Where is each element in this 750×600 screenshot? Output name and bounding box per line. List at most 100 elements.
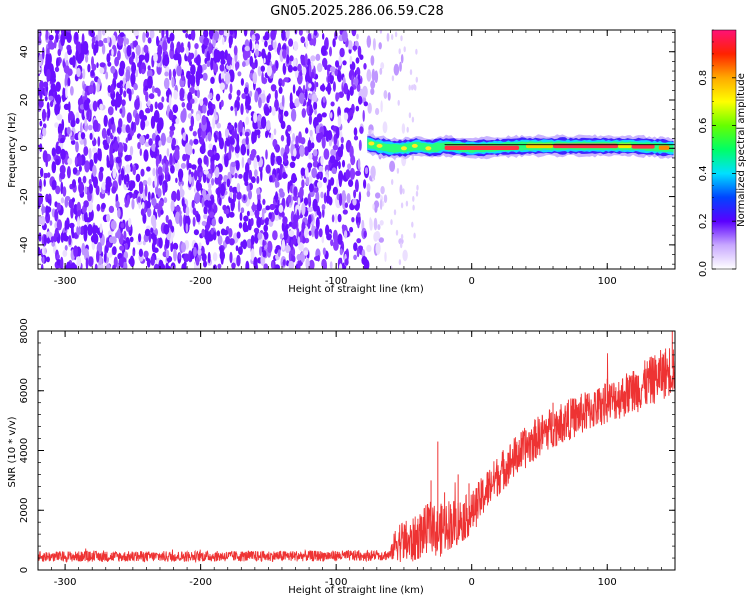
spectrogram-noise-cell [314, 80, 317, 93]
spectrogram-noise-cell [150, 255, 155, 266]
spectrogram-noise-cell [363, 230, 367, 238]
spectrogram-noise-cell [107, 106, 114, 116]
spectrogram-noise-cell [282, 63, 286, 74]
spectrogram-noise-cell [411, 116, 415, 123]
spectrogram-noise-cell [192, 148, 195, 155]
spectrogram-noise-cell [143, 250, 149, 258]
spectrogram-noise-cell [56, 113, 63, 121]
spectrogram-noise-cell [274, 98, 279, 112]
spectrogram-noise-cell [181, 242, 186, 253]
spectrogram-noise-cell [220, 251, 224, 265]
spectrogram-noise-cell [161, 96, 165, 103]
spectrogram-noise-cell [86, 110, 90, 120]
spectrogram-noise-cell [38, 99, 44, 108]
spectrogram-noise-cell [42, 150, 48, 163]
spectrogram-noise-cell [185, 223, 189, 233]
spectrogram-noise-cell [398, 259, 402, 266]
spectrogram-noise-cell [190, 98, 195, 104]
spectrogram-noise-cell [350, 154, 356, 166]
spectrogram-noise-cell [118, 66, 125, 77]
spectrogram-x-tick-label: -300 [54, 276, 77, 287]
spectrogram-noise-cell [217, 235, 223, 246]
spectrogram-noise-cell [189, 52, 195, 59]
spectrogram-noise-cell [353, 254, 357, 260]
spectrogram-noise-cell [340, 136, 344, 144]
spectrogram-noise-cell [343, 82, 349, 95]
spectrogram-noise-cell [256, 175, 260, 184]
spectrogram-noise-cell [181, 75, 185, 81]
spectrogram-noise-cell [203, 155, 208, 165]
spectrogram-noise-cell [380, 62, 385, 70]
spectrogram-noise-cell [163, 197, 168, 204]
spectrogram-noise-cell [251, 176, 256, 184]
spectrogram-noise-cell [341, 159, 346, 168]
spectrogram-noise-cell [191, 199, 195, 209]
spectrogram-noise-cell [106, 252, 113, 258]
spectrogram-noise-cell [128, 88, 132, 102]
spectrogram-noise-cell [366, 183, 371, 192]
spectrogram-noise-cell [185, 134, 189, 144]
spectrogram-noise-cell [61, 119, 65, 131]
spectrogram-noise-cell [184, 142, 191, 155]
spectrogram-noise-cell [70, 119, 76, 128]
spectrogram-noise-cell [153, 110, 160, 123]
spectrogram-noise-cell [71, 223, 74, 237]
spectrogram-noise-cell [332, 186, 338, 195]
spectrogram-noise-cell [162, 40, 168, 53]
spectrogram-x-tick-label: 0 [469, 276, 475, 287]
spectrogram-noise-cell [267, 51, 272, 61]
spectrogram-noise-cell [220, 59, 226, 65]
spectrogram-noise-cell [211, 154, 217, 161]
spectrogram-noise-cell [301, 202, 306, 216]
spectrogram-noise-cell [249, 90, 253, 98]
spectrogram-noise-cell [196, 213, 201, 223]
spectrogram-noise-cell [166, 148, 170, 157]
spectrogram-noise-cell [288, 38, 294, 47]
spectrogram-noise-cell [400, 202, 404, 209]
spectrogram-noise-cell [165, 215, 169, 223]
spectrogram-noise-cell [308, 214, 312, 225]
spectrogram-noise-cell [102, 139, 108, 147]
spectrogram-noise-cell [329, 46, 332, 57]
spectrogram-noise-cell [48, 95, 54, 101]
spectrogram-noise-cell [107, 85, 112, 93]
spectrogram-noise-cell [366, 69, 372, 82]
spectrogram-noise-cell [287, 64, 293, 73]
spectrogram-noise-cell [402, 188, 405, 195]
spectrogram-noise-cell [65, 32, 71, 38]
spectrogram-noise-cell [355, 170, 361, 176]
spectrogram-noise-cell [119, 32, 125, 38]
spectrogram-noise-cell [375, 192, 381, 199]
spectrogram-noise-cell [195, 179, 201, 192]
spectrogram-noise-cell [124, 242, 128, 250]
spectrogram-noise-cell [276, 155, 282, 166]
snr-series-line [38, 348, 675, 564]
spectrogram-noise-cell [327, 75, 331, 83]
spectrogram-noise-cell [241, 93, 247, 100]
spectrogram-noise-cell [289, 161, 296, 168]
spectrogram-noise-cell [218, 216, 224, 225]
spectrogram-noise-cell [173, 248, 177, 262]
spectrogram-noise-cell [243, 194, 246, 201]
spectrogram-noise-cell [249, 153, 256, 161]
spectrogram-noise-cell [197, 157, 203, 166]
spectrogram-noise-cell [105, 71, 109, 80]
figure-title: GN05.2025.286.06.59.C28 [270, 4, 444, 19]
spectrogram-noise-cell [209, 211, 215, 218]
spectrogram-noise-cell [244, 45, 250, 52]
spectrogram-noise-cell [246, 210, 250, 217]
spectrogram-noise-cell [322, 96, 326, 103]
spectrogram-noise-cell [136, 97, 140, 105]
spectrogram-noise-cell [91, 41, 95, 50]
spectrogram-noise-cell [295, 90, 301, 97]
spectrogram-noise-cell [48, 34, 54, 41]
spectrogram-noise-cell [195, 113, 201, 122]
spectrogram-noise-cell [325, 224, 330, 237]
spectrogram-noise-cell [279, 233, 283, 240]
spectrogram-noise-cell [300, 137, 306, 145]
spectrogram-noise-cell [213, 204, 218, 214]
spectrogram-noise-cell [192, 207, 197, 216]
spectrogram-noise-cell [48, 193, 52, 200]
spectrogram-noise-cell [238, 173, 243, 179]
